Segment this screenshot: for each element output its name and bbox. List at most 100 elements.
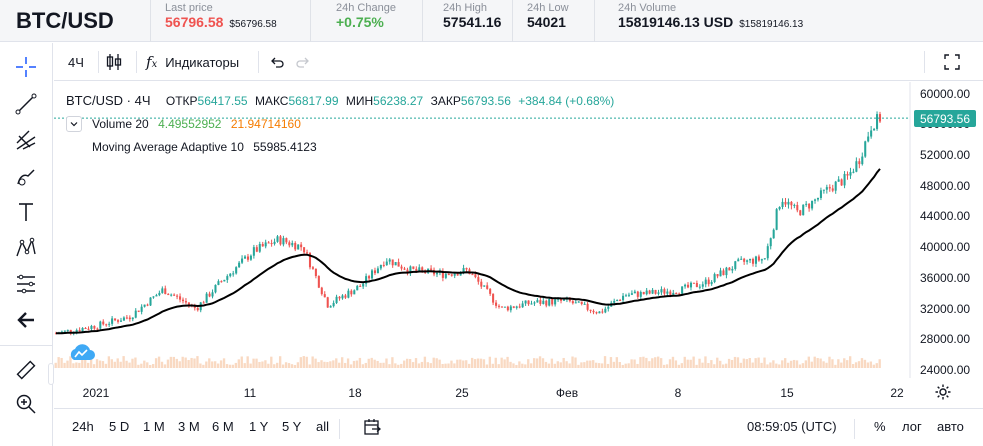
chart-canvas[interactable] [54,82,983,378]
candle-body [849,172,852,176]
candle-body [143,304,146,307]
volume-bar [110,359,113,368]
ruler-icon[interactable] [12,356,40,384]
volume-bar [518,361,521,368]
high-block: 24h High 57541.16 [443,2,501,30]
low-value: 54021 [527,14,566,30]
market-header: BTC/USD Last price 56796.58 $56796.58 24h… [0,0,983,42]
candle-body [878,114,882,122]
pattern-icon[interactable] [12,234,40,262]
divider [150,0,151,42]
candle-body [205,293,208,303]
time-axis[interactable]: 2021 11 18 25 Фев 8 15 22 [54,378,983,408]
volume-bar [701,362,704,368]
candle-body [604,308,607,313]
fib-retracement-icon[interactable] [12,270,40,298]
price-tick: 28000.00 [920,332,971,347]
interval-button[interactable]: 4Ч [68,54,84,70]
candle-body [96,328,99,330]
cloud-logo-icon [68,342,96,362]
volume-bar [379,362,382,368]
candle-body [359,285,362,287]
volume-bar [385,358,388,368]
volume-bar [332,360,335,368]
undo-icon[interactable] [268,43,286,81]
candle-body [633,291,636,294]
volume-bar [565,361,568,368]
range-button-1m[interactable]: 1 M [143,419,165,434]
candle-body [326,297,329,308]
range-button-5d[interactable]: 5 D [109,419,130,434]
candle-body [728,267,731,271]
candle-body [627,294,630,296]
volume-bar [668,359,672,368]
collapse-toolbar-handle[interactable] [48,363,54,385]
percent-scale-button[interactable]: % [874,419,886,434]
candle-body [713,274,716,282]
goto-date-icon[interactable] [362,417,382,442]
volume-bar [589,360,592,368]
range-button-all[interactable]: all [316,419,330,434]
text-icon[interactable] [12,198,40,226]
volume-bar [388,364,391,368]
fullscreen-icon[interactable] [942,43,962,81]
volume-bar [482,359,486,368]
collapse-legend-button[interactable] [66,116,82,132]
volume-bar [479,358,483,368]
redo-icon[interactable] [294,43,312,81]
candle-body [858,161,861,165]
range-button-3m[interactable]: 3 M [178,419,200,434]
brush-icon[interactable] [12,162,40,190]
volume-bar [414,358,418,368]
log-scale-button[interactable]: лог [902,419,922,434]
candle-body [300,244,303,248]
indicators-button[interactable]: fx Индикаторы [146,43,239,81]
volume-bar [172,356,176,368]
candle-body [170,294,173,296]
range-button-6m[interactable]: 6 M [212,419,234,434]
candle-body [808,203,811,209]
candle-body [595,312,598,314]
candle-body [477,277,480,282]
candle-body [238,262,241,268]
volume-bar [674,360,678,368]
zoom-in-icon[interactable] [12,390,40,418]
candles-icon[interactable] [104,43,124,81]
auto-scale-button[interactable]: авто [937,419,964,434]
candle-body [261,244,264,247]
volume-bar [367,358,370,368]
pitchfork-icon[interactable] [12,126,40,154]
candle-body [746,260,749,262]
volume-bar [662,364,666,368]
volume-bar [163,364,167,368]
volume-bar [264,360,267,368]
volume-bar [391,357,394,368]
divider [310,0,311,42]
volume-bar [553,363,556,368]
candle-body [704,279,707,285]
back-arrow-icon[interactable] [12,306,40,334]
candle-body [146,304,149,306]
range-button-1y[interactable]: 1 Y [249,419,269,434]
utc-clock[interactable]: 08:59:05 (UTC) [747,419,837,434]
crosshair-icon[interactable] [12,53,40,81]
volume-bar [509,361,512,368]
candle-body [530,303,533,305]
settings-gear-icon[interactable] [934,383,952,406]
volume-bar [751,362,754,368]
candle-body [111,318,114,324]
candle-body [648,290,651,294]
volume-bar [719,360,722,368]
price-chart[interactable]: BTC/USD · 4Ч ОТКР56417.55 МАКС56817.99 М… [54,82,983,378]
trend-line-icon[interactable] [12,90,40,118]
range-button-24h[interactable]: 24h [72,419,94,434]
volume-bar [592,360,595,368]
range-button-5y[interactable]: 5 Y [282,419,302,434]
volume-bar [146,362,149,368]
volume-bar [196,356,199,368]
volume-bar [119,361,122,368]
volume-bar [494,357,497,368]
volume-bar [441,363,444,368]
low-label: 24h Low [527,2,569,14]
volume-bar [420,361,424,368]
